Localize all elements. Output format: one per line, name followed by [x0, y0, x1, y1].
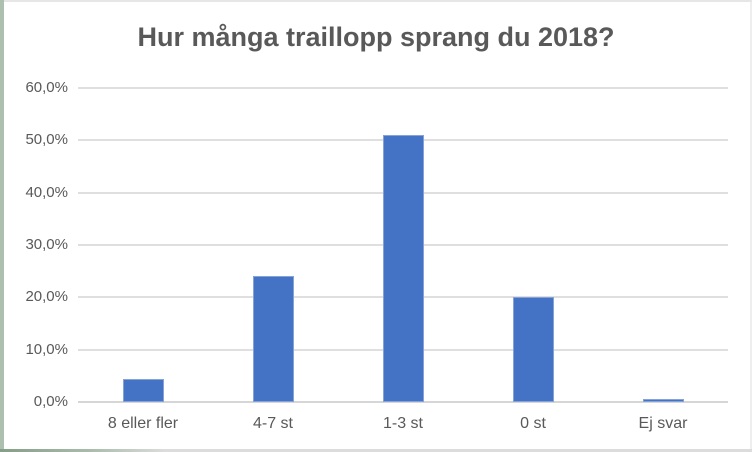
y-axis-tick-label: 40,0%: [25, 183, 68, 201]
gridline: [78, 87, 728, 89]
y-axis-tick-label: 10,0%: [25, 340, 68, 358]
x-axis-line: [78, 401, 728, 403]
x-axis-category-label: 1-3 st: [382, 415, 423, 432]
bar-0-st: [512, 297, 554, 402]
y-axis-tick-label: 50,0%: [25, 131, 68, 149]
card-bottom-border: [0, 449, 752, 452]
chart-title: Hur många traillopp sprang du 2018?: [137, 22, 615, 52]
y-axis-tick-label: 20,0%: [25, 288, 68, 306]
x-axis-category-label: 4-7 st: [252, 415, 293, 432]
y-axis-tick-label: 60,0%: [25, 79, 68, 96]
x-axis-category-label: Ej svar: [638, 415, 688, 432]
y-axis-tick-label: 30,0%: [25, 236, 68, 253]
bar-1-3-st: [382, 135, 424, 402]
x-axis-category-label: 8 eller fler: [107, 415, 179, 432]
bar-8-eller-fler: [122, 379, 164, 402]
bar-ej-svar: [642, 399, 684, 402]
x-axis-category-label: 0 st: [520, 415, 546, 432]
y-axis-tick-label: 0,0%: [33, 393, 68, 410]
bar-4-7-st: [252, 276, 294, 402]
